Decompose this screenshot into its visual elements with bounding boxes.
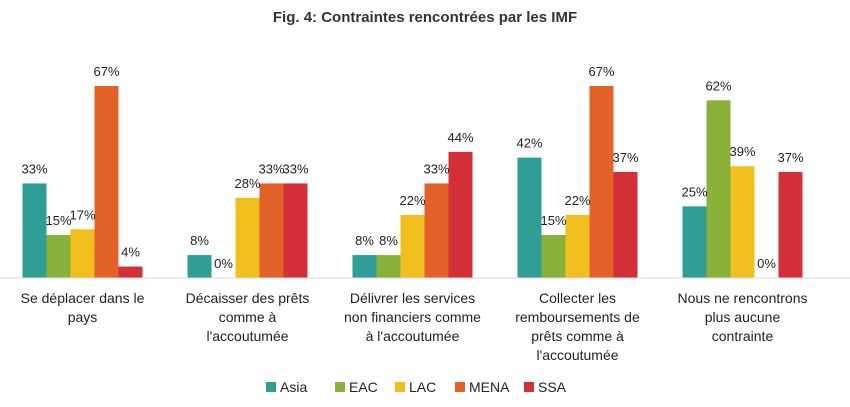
legend-swatch-asia: [266, 382, 276, 392]
bar-eac-5: [706, 100, 731, 278]
legend-label-mena: MENA: [469, 379, 510, 395]
legend-swatch-lac: [395, 382, 405, 392]
legend-label-lac: LAC: [409, 379, 436, 395]
data-label-ssa-3: 44%: [447, 130, 473, 145]
bars-layer: [22, 86, 803, 278]
legend-swatch-mena: [455, 382, 465, 392]
legend: Asia EAC LAC MENA SSA: [266, 379, 567, 395]
bar-ssa-4: [613, 171, 638, 278]
bar-lac-2: [235, 197, 260, 278]
data-label-ssa-2: 33%: [282, 161, 308, 176]
bar-eac-3: [376, 255, 401, 278]
data-label-eac-3: 8%: [379, 233, 398, 248]
bar-asia-1: [22, 183, 47, 278]
data-label-mena-3: 33%: [423, 161, 449, 176]
bar-mena-3: [424, 183, 449, 278]
chart-title: Fig. 4: Contraintes rencontrées par les …: [273, 9, 577, 26]
data-labels-layer: 33%15%17%67%4%8%0%28%33%33%8% 8%22%33%44%…: [21, 64, 803, 271]
data-label-asia-1: 33%: [21, 161, 47, 176]
data-label-lac-5: 39%: [729, 144, 755, 159]
bar-asia-4: [517, 157, 542, 278]
data-label-asia-5: 25%: [681, 184, 707, 199]
data-label-asia-3: 8%: [355, 233, 374, 248]
legend-swatch-eac: [335, 382, 345, 392]
data-label-ssa-5: 37%: [777, 150, 803, 165]
bar-asia-2: [187, 255, 212, 278]
bar-mena-4: [589, 86, 614, 278]
data-label-mena-2: 33%: [258, 161, 284, 176]
bar-ssa-2: [283, 183, 308, 278]
bar-ssa-1: [118, 266, 143, 278]
data-label-eac-1: 15%: [45, 213, 71, 228]
data-label-lac-1: 17%: [69, 207, 95, 222]
data-label-eac-5: 62%: [705, 78, 731, 93]
bar-asia-5: [682, 206, 707, 278]
data-label-lac-2: 28%: [234, 176, 260, 191]
legend-swatch-ssa: [524, 382, 534, 392]
data-label-eac-2: 0%: [214, 256, 233, 271]
data-label-lac-4: 22%: [564, 193, 590, 208]
data-label-mena-5: 0%: [757, 256, 776, 271]
data-label-mena-4: 67%: [588, 64, 614, 79]
data-label-eac-4: 15%: [540, 213, 566, 228]
data-label-asia-4: 42%: [516, 136, 542, 151]
bar-lac-3: [400, 214, 425, 278]
bar-mena-2: [259, 183, 284, 278]
data-label-asia-2: 8%: [190, 233, 209, 248]
bar-eac-4: [541, 235, 566, 278]
data-label-mena-1: 67%: [93, 64, 119, 79]
bar-ssa-3: [448, 151, 473, 278]
category-label-2: Décaisser des prêts comme à l'accoutumée: [186, 290, 310, 344]
category-label-5: Nous ne rencontrons plus aucune contrainte: [678, 290, 808, 344]
legend-label-asia: Asia: [280, 379, 307, 395]
data-label-ssa-1: 4%: [121, 245, 140, 260]
category-label-3: Délivrer les services non financiers comm…: [344, 290, 481, 344]
data-label-lac-3: 22%: [399, 193, 425, 208]
category-label-1: Se déplacer dans le pays: [21, 290, 145, 325]
bar-ssa-5: [778, 171, 803, 278]
bar-lac-5: [730, 166, 755, 278]
bar-lac-1: [70, 229, 95, 278]
bar-lac-4: [565, 214, 590, 278]
bar-mena-1: [94, 86, 119, 278]
bar-eac-1: [46, 235, 71, 278]
bar-asia-3: [352, 255, 377, 278]
category-label-4: Collecter les remboursements de prêts comm…: [515, 290, 640, 363]
legend-label-ssa: SSA: [538, 379, 567, 395]
category-labels-layer: Se déplacer dans le pays Décaisser des prê…: [21, 290, 808, 363]
data-label-ssa-4: 37%: [612, 150, 638, 165]
legend-label-eac: EAC: [349, 379, 378, 395]
